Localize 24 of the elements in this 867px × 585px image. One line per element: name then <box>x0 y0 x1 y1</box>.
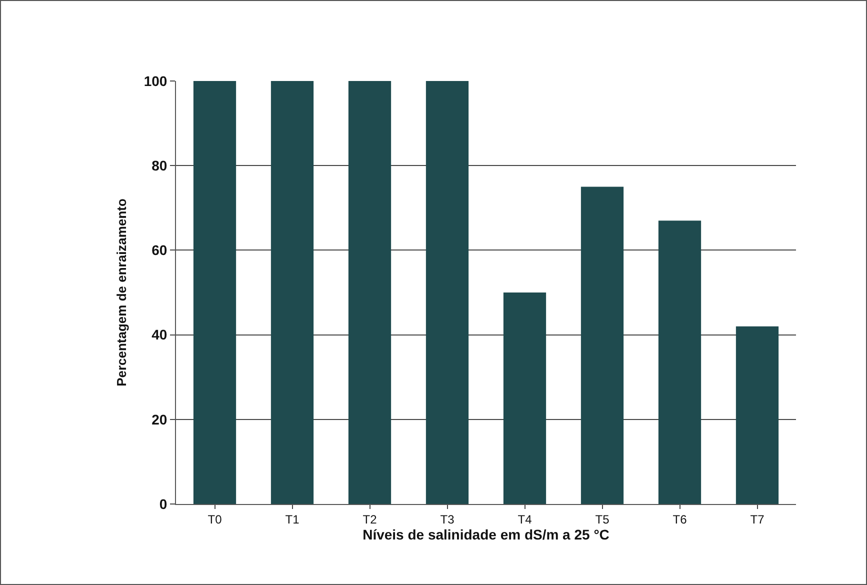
bar <box>736 326 779 504</box>
y-tick-label: 80 <box>152 158 168 174</box>
x-tick-label: T0 <box>208 512 222 526</box>
x-axis-title: Níveis de salinidade em dS/m a 25 °C <box>362 526 610 543</box>
x-tick-label: T3 <box>440 512 455 526</box>
x-tick-label: T5 <box>595 512 610 526</box>
y-tick-label: 20 <box>152 411 168 428</box>
bar <box>426 81 469 504</box>
y-tick-label: 100 <box>144 72 168 89</box>
x-tick-label: T2 <box>362 512 378 526</box>
x-tick-label: T1 <box>285 512 300 526</box>
x-tick-label: T6 <box>672 512 688 526</box>
bar <box>270 81 314 504</box>
bar <box>348 81 392 504</box>
x-tick-label: T7 <box>750 512 765 526</box>
x-tick-label: T4 <box>518 512 532 526</box>
bar <box>193 81 236 504</box>
bar <box>503 292 546 504</box>
bar <box>580 186 624 504</box>
y-tick-label: 40 <box>152 326 168 343</box>
y-axis-title: Percentagem de enraizamento <box>114 198 129 386</box>
bar <box>658 220 702 504</box>
y-tick-label: 60 <box>152 242 168 258</box>
y-tick-label: 0 <box>159 496 168 512</box>
